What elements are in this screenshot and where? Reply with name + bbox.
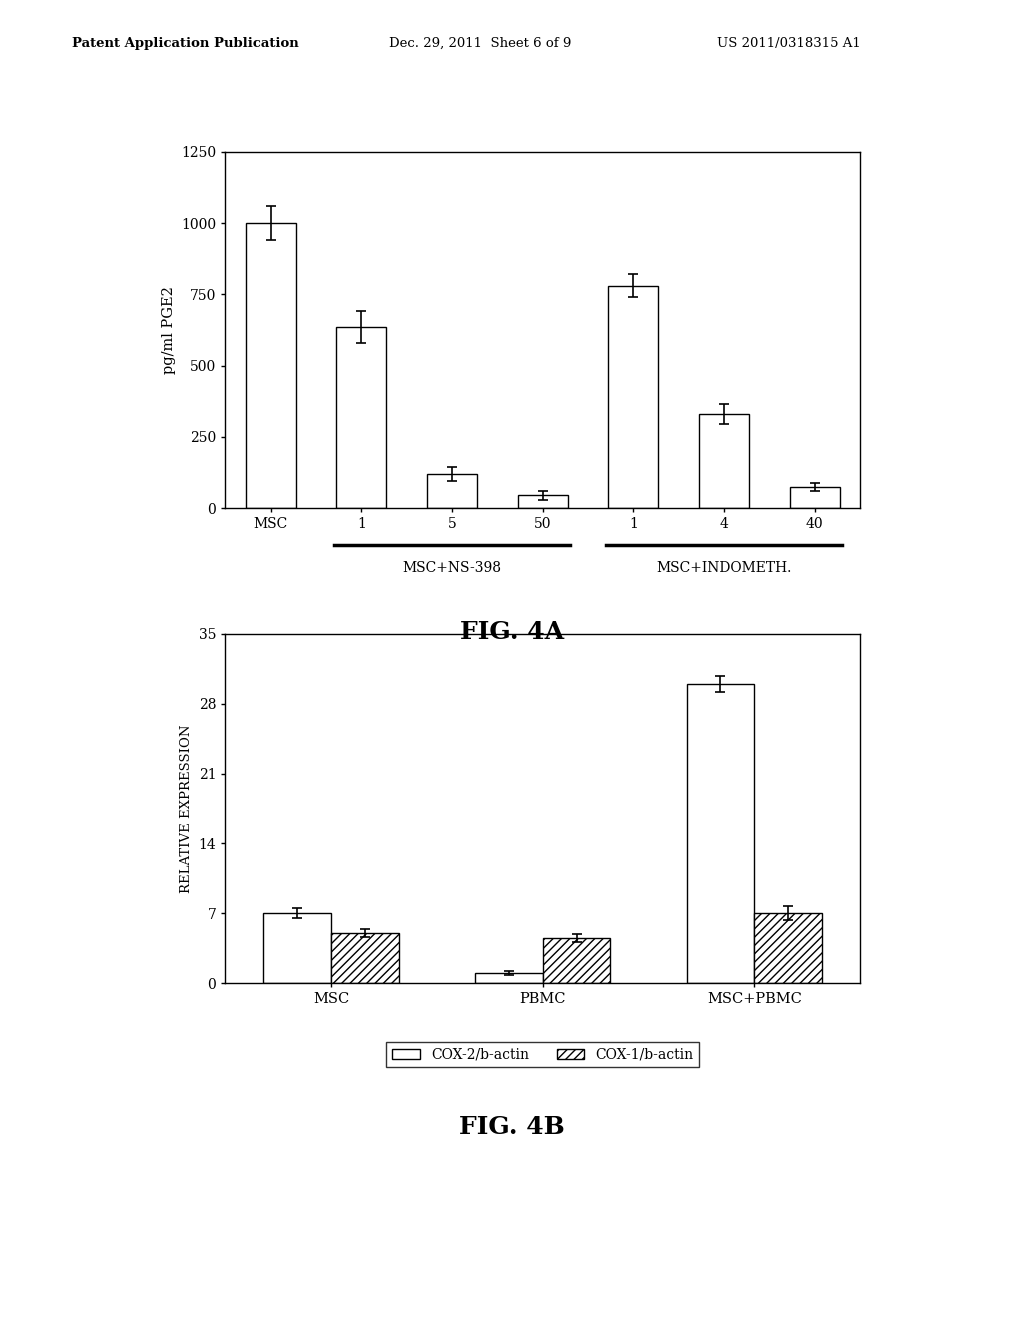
Bar bbox=[699, 414, 749, 508]
Bar bbox=[755, 913, 822, 983]
Bar bbox=[790, 487, 840, 508]
Bar bbox=[331, 933, 398, 983]
Bar bbox=[608, 286, 658, 508]
Y-axis label: pg/ml PGE2: pg/ml PGE2 bbox=[162, 286, 175, 374]
Bar bbox=[687, 684, 755, 983]
Text: FIG. 4A: FIG. 4A bbox=[460, 620, 564, 644]
Text: Patent Application Publication: Patent Application Publication bbox=[72, 37, 298, 50]
Text: FIG. 4B: FIG. 4B bbox=[459, 1115, 565, 1139]
Text: US 2011/0318315 A1: US 2011/0318315 A1 bbox=[717, 37, 860, 50]
Bar bbox=[518, 495, 567, 508]
Bar bbox=[427, 474, 477, 508]
Text: Dec. 29, 2011  Sheet 6 of 9: Dec. 29, 2011 Sheet 6 of 9 bbox=[389, 37, 571, 50]
Bar bbox=[543, 939, 610, 983]
Legend: COX-2/b-actin, COX-1/b-actin: COX-2/b-actin, COX-1/b-actin bbox=[386, 1043, 699, 1068]
Bar bbox=[475, 973, 543, 983]
Text: MSC+INDOMETH.: MSC+INDOMETH. bbox=[656, 561, 792, 576]
Y-axis label: RELATIVE EXPRESSION: RELATIVE EXPRESSION bbox=[180, 725, 193, 892]
Bar bbox=[263, 913, 331, 983]
Bar bbox=[336, 327, 386, 508]
Bar bbox=[246, 223, 296, 508]
Text: MSC+NS-398: MSC+NS-398 bbox=[402, 561, 502, 576]
